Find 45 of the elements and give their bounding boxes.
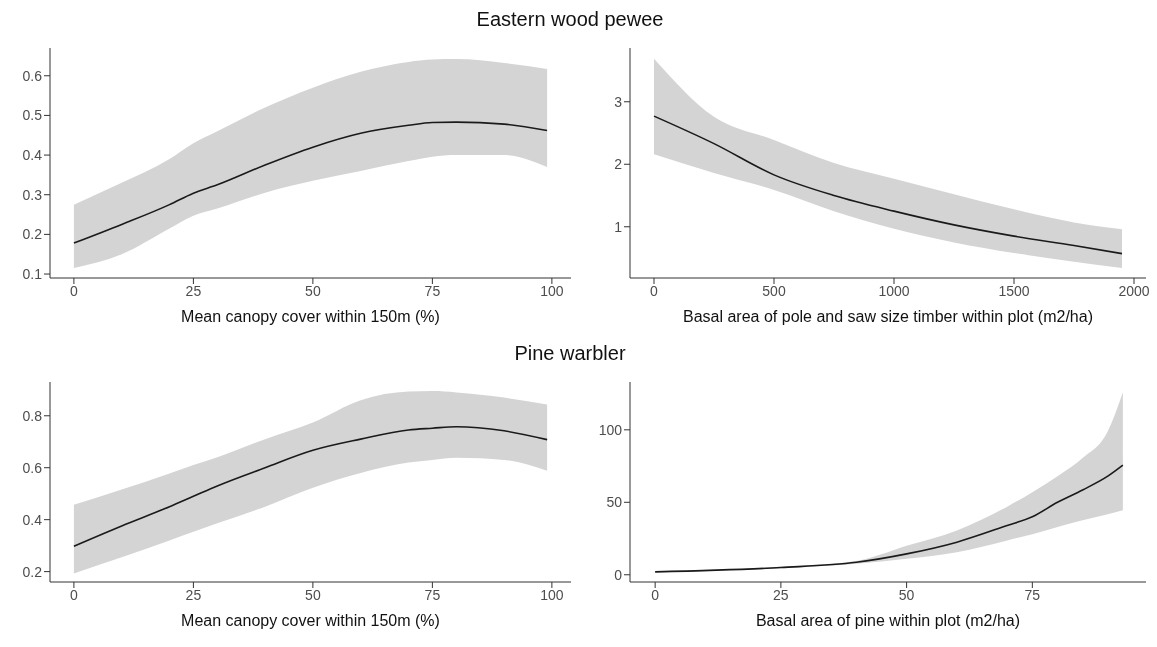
y-tick-label: 100 — [598, 421, 623, 438]
line-series — [73, 425, 548, 547]
x-tick-label: 100 — [540, 586, 564, 603]
y-tick-label: 0.6 — [22, 67, 43, 84]
x-axis-title: Mean canopy cover within 150m (%) — [181, 308, 440, 325]
y-tick-label: 3 — [614, 93, 623, 110]
x-tick-label: 25 — [185, 282, 202, 299]
x-tick-label: 75 — [424, 282, 441, 299]
y-tick-label: 0.8 — [22, 407, 43, 424]
x-tick-label: 25 — [773, 586, 789, 603]
x-axis-title: Mean canopy cover within 150m (%) — [181, 612, 440, 629]
x-tick-label: 0 — [70, 282, 78, 299]
x-tick-label: 0 — [70, 586, 78, 603]
y-tick-label: 0.6 — [22, 459, 43, 476]
chart-title: Pine warbler — [513, 342, 627, 365]
y-tick-label: 0 — [614, 566, 623, 583]
x-tick-label: 2000 — [1118, 282, 1150, 299]
y-tick-label: 0.4 — [22, 511, 43, 528]
line-series — [73, 121, 548, 244]
x-tick-label: 0 — [651, 586, 660, 603]
x-tick-label: 50 — [898, 586, 915, 603]
x-tick-label: 1000 — [878, 282, 910, 299]
line-series — [654, 464, 1124, 573]
x-tick-label: 75 — [1024, 586, 1041, 603]
y-tick-label: 0.3 — [22, 186, 43, 203]
x-tick-label: 75 — [424, 586, 441, 603]
y-tick-label: 1 — [614, 218, 623, 235]
y-tick-label: 0.2 — [22, 563, 43, 580]
y-tick-label: 0.1 — [22, 266, 43, 282]
x-tick-label: 0 — [650, 282, 659, 299]
y-tick-label: 0.5 — [22, 107, 43, 124]
x-tick-label: 50 — [305, 282, 321, 299]
x-axis-title: Basal area of pole and saw size timber within plot (m2/ha) — [683, 308, 1093, 325]
y-tick-label: 50 — [606, 494, 623, 511]
y-tick-label: 0.4 — [22, 147, 43, 164]
x-tick-label: 500 — [762, 282, 786, 299]
x-tick-label: 50 — [305, 586, 321, 603]
chart-title: Eastern wood pewee — [475, 8, 665, 31]
y-tick-label: 0.2 — [22, 226, 43, 243]
y-tick-label: 2 — [614, 156, 623, 173]
line-series — [653, 115, 1123, 255]
x-tick-label: 100 — [540, 282, 564, 299]
x-axis-title: Basal area of pine within plot (m2/ha) — [755, 612, 1021, 629]
x-tick-label: 25 — [185, 586, 202, 603]
x-tick-label: 1500 — [998, 282, 1030, 299]
